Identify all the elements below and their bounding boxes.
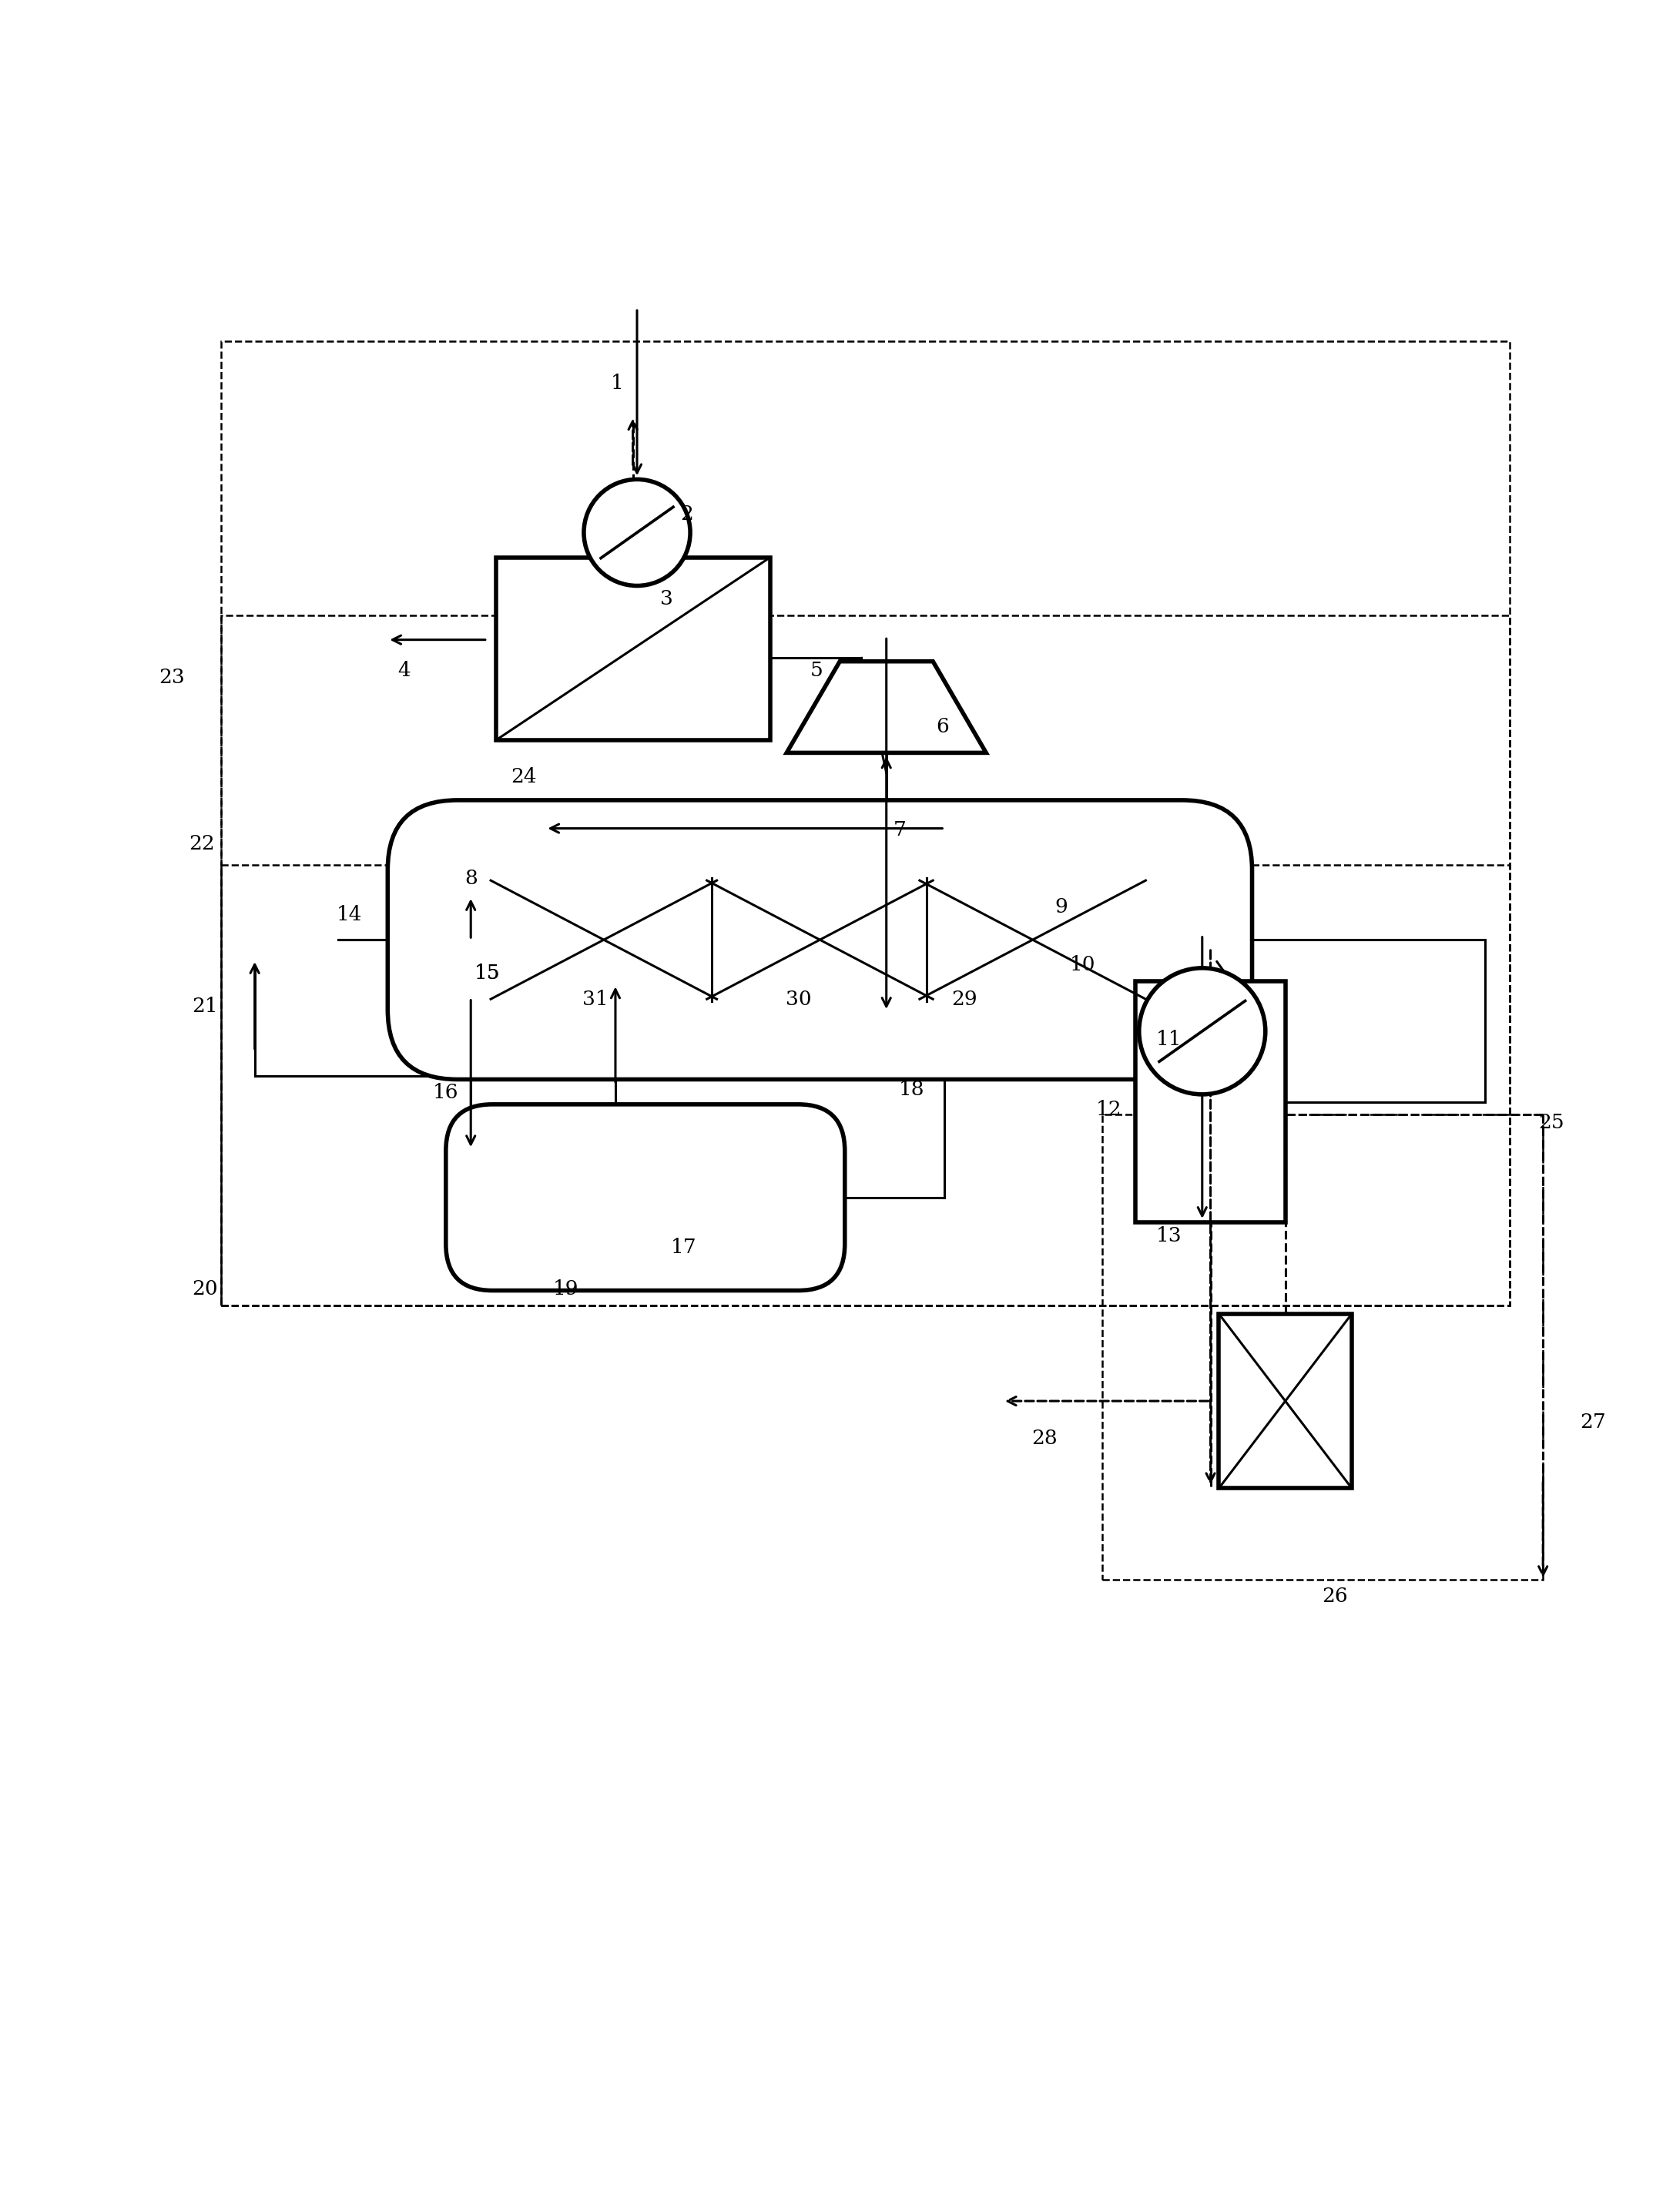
Text: 22: 22 (189, 834, 214, 854)
Polygon shape (786, 661, 985, 752)
Text: 11: 11 (1156, 1031, 1181, 1048)
Bar (1136, 982, 1285, 1223)
Text: 6: 6 (937, 717, 949, 737)
Text: 1: 1 (611, 374, 624, 392)
Text: 19: 19 (552, 1279, 579, 1298)
Text: 3: 3 (661, 588, 674, 608)
FancyBboxPatch shape (388, 801, 1251, 1079)
Text: 12: 12 (1096, 1099, 1123, 1119)
Text: 15: 15 (475, 964, 500, 982)
FancyBboxPatch shape (447, 1104, 845, 1290)
Bar (405, 898, 570, 1048)
Bar (1103, 1115, 1543, 1579)
Text: 7: 7 (893, 821, 907, 841)
Text: 10: 10 (1069, 956, 1096, 973)
Text: 14: 14 (336, 905, 363, 925)
Text: 18: 18 (898, 1079, 923, 1099)
Bar (495, 557, 770, 741)
Text: 23: 23 (159, 668, 184, 686)
Bar (221, 615, 1509, 1305)
Circle shape (584, 480, 691, 586)
Text: 8: 8 (465, 869, 477, 887)
Text: 13: 13 (1156, 1225, 1181, 1245)
Text: 25: 25 (1539, 1113, 1564, 1133)
Text: 4: 4 (398, 661, 412, 679)
Text: 17: 17 (671, 1239, 696, 1256)
Bar (221, 341, 1509, 1305)
Text: 20: 20 (192, 1279, 217, 1298)
Text: 9: 9 (1054, 896, 1067, 916)
Text: 27: 27 (1579, 1411, 1606, 1431)
Text: 28: 28 (1031, 1429, 1057, 1449)
Text: 21: 21 (192, 998, 217, 1015)
Text: 30: 30 (785, 991, 811, 1009)
Text: 26: 26 (1322, 1586, 1348, 1606)
Bar (1220, 1314, 1352, 1489)
Circle shape (1139, 969, 1265, 1095)
Text: 29: 29 (952, 991, 977, 1009)
Text: 16: 16 (433, 1084, 458, 1102)
Text: 15: 15 (475, 964, 500, 982)
Text: 2: 2 (681, 504, 693, 524)
Text: 31: 31 (582, 991, 609, 1009)
Bar (221, 865, 1509, 1305)
Text: 5: 5 (810, 661, 823, 679)
Text: 24: 24 (510, 768, 537, 787)
